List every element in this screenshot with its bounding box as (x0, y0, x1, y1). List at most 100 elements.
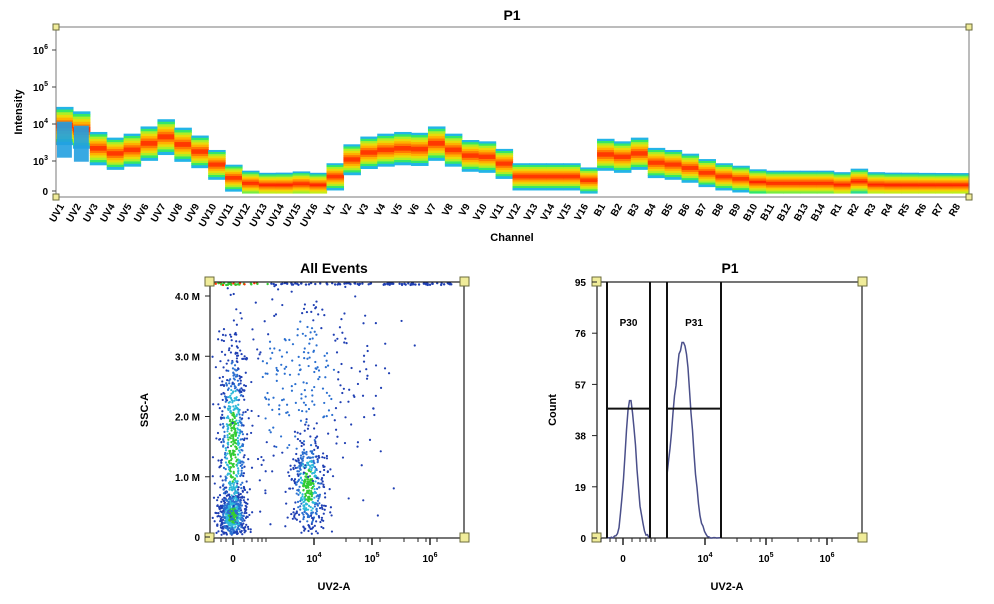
spectrum-cell (884, 178, 902, 181)
scatter-point (235, 357, 239, 360)
spectrum-cell (816, 170, 835, 173)
scatter-point (219, 360, 222, 363)
scatter-point (365, 377, 369, 380)
scatter-point (227, 472, 230, 475)
spectrum-cell (630, 155, 649, 159)
spectrum-cell (140, 138, 159, 142)
spectrum-cell (89, 143, 108, 147)
scatter-frame-handle-br[interactable] (459, 532, 470, 543)
scatter-point (315, 435, 319, 438)
spectrum-cell (647, 152, 666, 155)
histogram-frame-handle-tr[interactable] (857, 276, 868, 287)
scatter-point (373, 413, 376, 417)
spectrum-cell (935, 172, 953, 176)
scatter-point (280, 282, 283, 286)
spectrum-cell (292, 180, 311, 183)
scatter-y-tick-label: 2.0 M (175, 413, 200, 424)
spectrum-cell (174, 132, 192, 136)
spectrum-cell (191, 165, 209, 169)
spectrum-cell (766, 183, 784, 186)
gate-p31[interactable]: P31 (666, 282, 722, 538)
scatter-point (229, 333, 232, 336)
spectrum-cell (918, 172, 936, 175)
spectrum-cell (766, 191, 784, 194)
spectrum-cell (681, 153, 700, 157)
scatter-point (224, 334, 227, 337)
scatter-point (241, 489, 244, 492)
scatter-point (292, 467, 295, 471)
spectrum-cell (833, 191, 852, 194)
scatter-point (337, 378, 340, 381)
scatter-point (322, 465, 325, 468)
scatter-point (306, 325, 309, 329)
spectrum-cell (89, 141, 108, 145)
spectrum-cell (427, 131, 446, 135)
scatter-point (244, 371, 247, 374)
spectrum-cell (225, 181, 243, 185)
scatter-point (358, 370, 362, 373)
spectrum-cell (208, 149, 226, 153)
spectrum-column-r8 (952, 173, 970, 194)
spectrum-cell (140, 155, 159, 159)
spectrum-cell (174, 130, 192, 134)
scatter-point (306, 357, 309, 360)
scatter-point (293, 480, 296, 484)
spectrum-cell (833, 172, 852, 175)
scatter-point (343, 441, 347, 445)
scatter-point (237, 493, 240, 496)
scatter-point (236, 427, 239, 430)
scatter-point (220, 500, 223, 503)
spectrum-frame-handle-tr[interactable] (965, 23, 973, 31)
scatter-point (337, 371, 340, 374)
spectrum-cell (529, 186, 547, 189)
scatter-point (325, 282, 328, 285)
spectrum-column-v12 (512, 163, 531, 191)
scatter-point (227, 417, 230, 420)
spectrum-frame-handle-bl[interactable] (52, 193, 60, 201)
scatter-point (339, 401, 342, 404)
scatter-point (307, 489, 310, 492)
spectrum-frame-handle-br[interactable] (965, 193, 973, 201)
spectrum-cell (563, 165, 581, 168)
histogram-frame-handle-br[interactable] (857, 532, 868, 543)
spectrum-tick-b8: B8 (711, 202, 727, 219)
scatter-point (237, 486, 240, 489)
spectrum-cell (512, 167, 531, 170)
scatter-point (275, 373, 278, 376)
scatter-point (229, 528, 233, 531)
spectrum-cell (580, 167, 598, 170)
scatter-point (298, 520, 302, 523)
scatter-point (295, 282, 299, 285)
spectrum-cell (664, 175, 683, 178)
spectrum-cell (461, 151, 480, 154)
spectrum-cell (394, 131, 412, 135)
spectrum-cell (89, 150, 108, 154)
spectrum-tick-b6: B6 (677, 202, 693, 219)
spectrum-cell (884, 174, 902, 177)
scatter-point (235, 460, 238, 463)
scatter-point (242, 522, 245, 525)
scatter-point (313, 448, 316, 451)
scatter-point (325, 359, 328, 362)
scatter-frame-handle-tl[interactable] (204, 276, 215, 287)
spectrum-cell (647, 154, 666, 157)
spectrum-cell (630, 148, 649, 152)
spectrum-cell (935, 188, 953, 191)
spectrum-frame-handle-tl[interactable] (52, 23, 60, 31)
spectrum-cell (461, 153, 480, 157)
scatter-point (360, 464, 363, 467)
scatter-frame-handle-tr[interactable] (459, 276, 470, 287)
scatter-point (236, 495, 239, 498)
scatter-point (221, 398, 224, 402)
scatter-point (293, 430, 297, 433)
scatter-point (219, 423, 222, 426)
gate-p30[interactable]: P30 (606, 282, 651, 538)
spectrum-cell (867, 172, 886, 175)
scatter-point (250, 466, 254, 469)
spectrum-cell (225, 170, 243, 173)
spectrum-cell (715, 172, 733, 176)
scatter-point (220, 350, 224, 353)
spectrum-tick-b14: B14 (809, 202, 828, 224)
spectrum-cell (377, 145, 395, 149)
spectrum-cell (343, 161, 361, 165)
